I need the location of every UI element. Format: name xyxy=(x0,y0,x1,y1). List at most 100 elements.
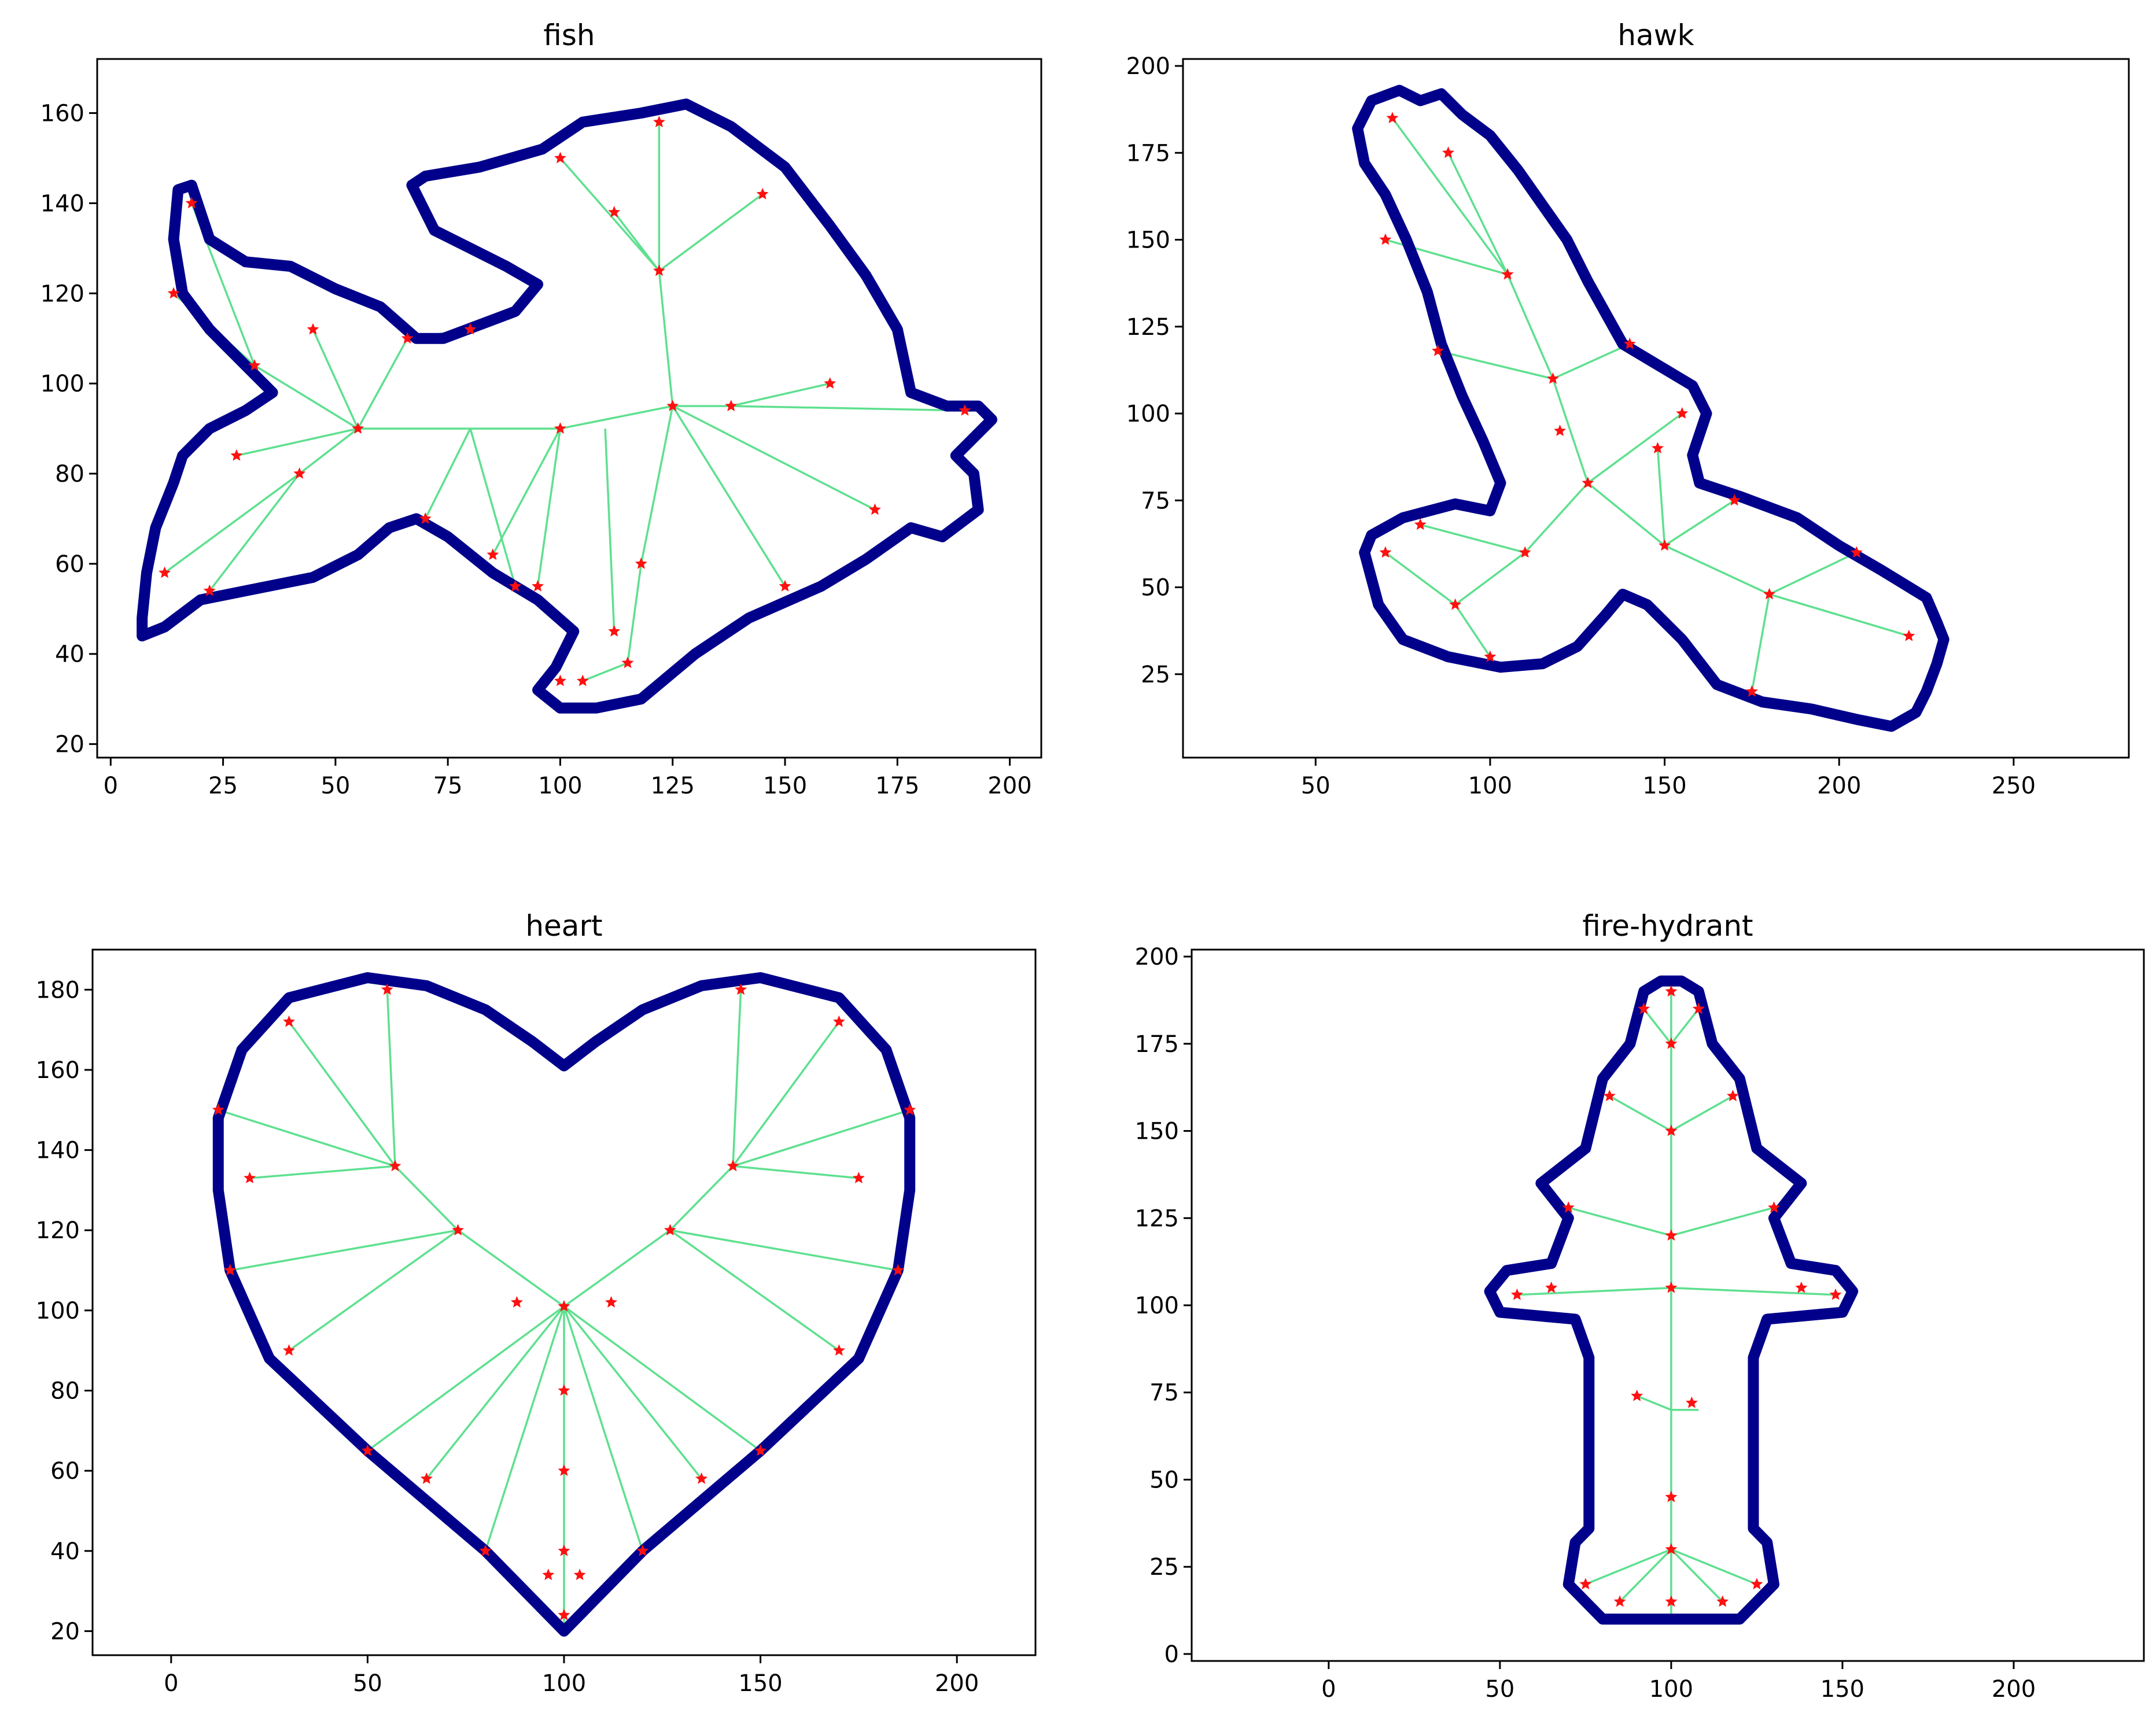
skeleton-line xyxy=(1587,412,1683,484)
skeleton-point-marker xyxy=(558,1544,570,1556)
skeleton-point-marker xyxy=(1686,1396,1698,1408)
x-tick-label: 100 xyxy=(538,773,582,799)
skeleton-line xyxy=(658,193,764,272)
skeleton-line xyxy=(1750,594,1771,692)
skeleton-line xyxy=(164,472,300,574)
skeleton-point-marker xyxy=(230,449,243,461)
y-tick-label: 40 xyxy=(50,1538,80,1565)
skeleton-point-marker xyxy=(1692,1002,1705,1014)
skeleton-point-marker xyxy=(1603,1090,1616,1102)
skeleton-line xyxy=(626,563,643,663)
skeleton-point-marker xyxy=(779,579,791,592)
skeleton-line xyxy=(559,157,660,272)
skeleton-point-marker xyxy=(1442,146,1454,158)
x-tick-label: 150 xyxy=(1820,1676,1864,1703)
skeleton-point-marker xyxy=(833,1015,845,1027)
x-tick-label: 200 xyxy=(1817,773,1861,799)
skeleton-line xyxy=(1568,1206,1672,1237)
x-tick-label: 100 xyxy=(1468,773,1512,799)
skeleton-point-marker xyxy=(293,467,306,479)
y-tick-label: 125 xyxy=(1135,1205,1179,1232)
y-tick-label: 0 xyxy=(1164,1641,1179,1668)
skeleton-point-marker xyxy=(1379,546,1392,558)
y-tick-label: 50 xyxy=(1149,1467,1179,1493)
skeleton-line xyxy=(394,1165,459,1231)
skeleton-point-marker xyxy=(558,1464,570,1476)
skeleton-point-marker xyxy=(1746,685,1758,697)
skeleton-point-marker xyxy=(891,1264,904,1276)
y-tick-label: 20 xyxy=(50,1618,80,1645)
skeleton-line xyxy=(732,1165,859,1179)
skeleton-line xyxy=(249,1165,396,1179)
subplot-fire-hydrant: fire-hydrant 0 50 100 150 200 0 25 50 75 100 125 150… xyxy=(1135,909,2145,1703)
y-tick-label: 140 xyxy=(36,1138,80,1164)
y-tick-label: 125 xyxy=(1126,314,1170,341)
skeleton-point-marker xyxy=(1768,1201,1780,1213)
skeleton-line xyxy=(1552,343,1630,380)
skeleton-line xyxy=(604,428,616,632)
skeleton-line xyxy=(732,1109,911,1167)
y-tick-label: 60 xyxy=(50,1458,80,1485)
skeleton-point-marker xyxy=(1579,1578,1592,1590)
skeleton-line xyxy=(298,427,359,475)
skeleton-line xyxy=(484,1306,565,1552)
skeleton-point-marker xyxy=(487,548,499,560)
skeleton-point-marker xyxy=(248,359,261,371)
skeleton-point-marker xyxy=(389,1160,401,1172)
skeleton-line xyxy=(425,1305,565,1480)
skeleton-point-marker xyxy=(283,1015,295,1027)
skeleton-point-marker xyxy=(464,323,477,335)
skeleton-point-marker xyxy=(554,674,566,686)
skeleton-line xyxy=(732,990,742,1166)
skeleton-point-marker xyxy=(1432,344,1444,356)
skeleton-point-marker xyxy=(635,557,647,569)
y-tick-label: 100 xyxy=(1135,1293,1179,1319)
skeleton-point-marker xyxy=(185,197,198,209)
x-tick-label: 50 xyxy=(1485,1676,1514,1703)
skeleton-line xyxy=(424,428,471,519)
skeleton-point-marker xyxy=(1414,518,1427,530)
skeleton-line xyxy=(1664,499,1735,547)
skeleton-line xyxy=(536,428,562,587)
skeleton-point-marker xyxy=(576,674,589,686)
skeleton-point-marker xyxy=(1665,1124,1678,1136)
skeleton-point-marker xyxy=(1582,477,1594,489)
skeleton-point-marker xyxy=(1665,1490,1678,1502)
skeleton-point-marker xyxy=(1665,1281,1678,1293)
y-tick-label: 75 xyxy=(1149,1380,1179,1406)
x-tick-label: 250 xyxy=(1992,773,2036,799)
skeleton-line xyxy=(236,427,359,457)
skeleton-line xyxy=(563,1306,644,1552)
skeleton-point-marker xyxy=(1631,1389,1643,1401)
shape-outline xyxy=(137,98,997,714)
skeleton-point-marker xyxy=(381,983,393,995)
skeleton-point-marker xyxy=(1829,1288,1842,1300)
skeleton-point-marker xyxy=(727,1160,739,1172)
skeleton-line xyxy=(457,1229,565,1308)
skeleton-line xyxy=(1670,1008,1700,1044)
skeleton-point-marker xyxy=(653,264,665,276)
skeleton-line xyxy=(613,211,660,272)
skeleton-line xyxy=(669,1165,734,1231)
x-tick-label: 175 xyxy=(875,773,919,799)
skeleton-point-marker xyxy=(224,1264,237,1276)
skeleton-line xyxy=(582,662,628,682)
skeleton-point-marker xyxy=(1728,494,1741,506)
skeleton-point-marker xyxy=(756,187,769,200)
y-tick-label: 160 xyxy=(36,1057,80,1084)
y-tick-label: 120 xyxy=(36,1217,80,1244)
skeleton-line xyxy=(731,382,831,407)
skeleton-point-marker xyxy=(636,1544,649,1556)
y-tick-label: 150 xyxy=(1126,227,1170,254)
skeleton-point-marker xyxy=(509,579,522,592)
skeleton-line xyxy=(288,1021,396,1167)
skeleton-line xyxy=(208,472,301,592)
y-tick-label: 80 xyxy=(50,1378,80,1405)
skeleton-point-marker xyxy=(605,1296,617,1308)
skeleton-line xyxy=(1517,1287,1672,1296)
chart-title: fish xyxy=(543,19,595,52)
x-tick-label: 200 xyxy=(987,773,1031,799)
skeleton-point-marker xyxy=(558,1300,570,1312)
skeleton-point-marker xyxy=(1763,588,1775,600)
skeleton-point-marker xyxy=(479,1544,492,1556)
